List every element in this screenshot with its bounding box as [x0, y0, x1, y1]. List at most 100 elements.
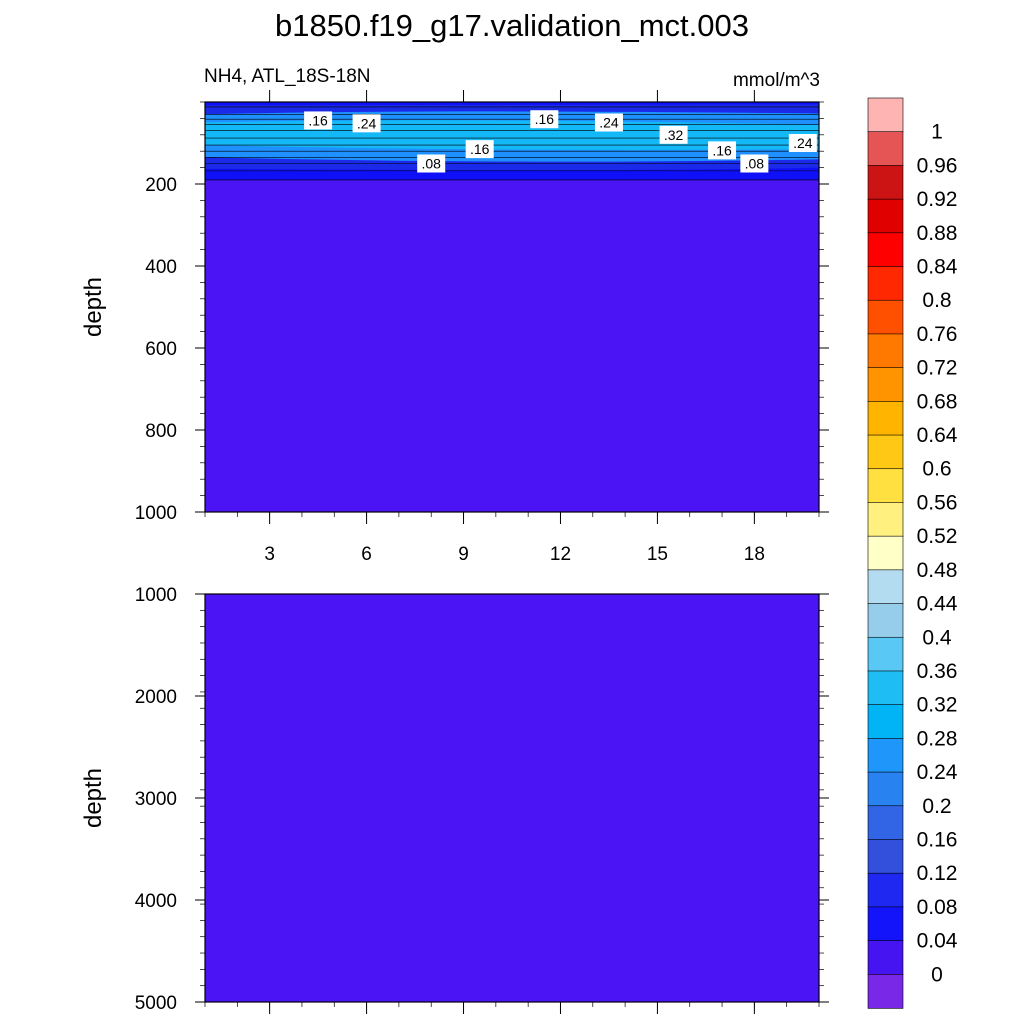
colorbar-label: 0.6	[922, 458, 951, 481]
x-tick-label: 12	[550, 544, 571, 565]
y-tick-label: 800	[145, 421, 177, 442]
contour-label-box	[530, 110, 559, 129]
contour-label: .16	[712, 142, 732, 158]
colorbar-swatch	[867, 603, 904, 638]
contour-label: .24	[357, 115, 377, 131]
x-tick-label: 9	[458, 544, 469, 565]
contour-line	[204, 162, 820, 165]
contour-line	[204, 170, 820, 172]
colorbar-label: 0.92	[917, 188, 958, 211]
lower-panel: 1000 2000 3000 4000 5000 depth	[80, 585, 829, 1014]
x-tick-label: 6	[361, 544, 372, 565]
y-tick-label: 1000	[135, 503, 177, 524]
colorbar-swatch	[867, 771, 904, 807]
contour-line	[204, 123, 820, 126]
plot-frame	[204, 101, 820, 513]
colorbar-swatch	[867, 704, 904, 740]
subtitle-left: NH4, ATL_18S-18N	[204, 66, 371, 87]
contour-line	[204, 179, 820, 181]
colorbar-label: 0.28	[917, 727, 958, 750]
y-tick-label: 4000	[135, 891, 177, 912]
contour-label-box	[740, 154, 769, 173]
contour-label: .16	[535, 111, 555, 127]
colorbar-swatch	[867, 569, 904, 605]
colorbar: 1 0.96 0.92 0.88 0.84 0.8 0.76 0.72 0.68 0.64 0.6 0…	[867, 97, 958, 1009]
colorbar-swatch	[867, 468, 904, 504]
colorbar-swatch	[867, 367, 904, 403]
colorbar-swatch	[867, 165, 904, 200]
colorbar-swatch	[867, 434, 904, 470]
colorbar-swatch	[867, 670, 904, 706]
y-tick-label: 2000	[135, 687, 177, 708]
colorbar-label: 1	[931, 121, 943, 144]
plot-fill	[205, 594, 819, 1002]
colorbar-label: 0	[931, 963, 943, 986]
colorbar-label: 0.16	[917, 828, 958, 851]
colorbar-label: 0.56	[917, 491, 958, 514]
y-tick-label: 3000	[135, 789, 177, 810]
colorbar-label: 0.32	[917, 694, 958, 717]
contour-label-box	[417, 154, 446, 173]
colorbar-swatch	[867, 266, 904, 301]
contour-label: .24	[599, 115, 619, 131]
contour-label-box	[708, 141, 737, 160]
colorbar-label: 0.64	[917, 424, 958, 447]
colorbar-swatch	[867, 906, 904, 942]
colorbar-label: 0.04	[917, 930, 958, 953]
contour-line	[204, 106, 820, 108]
y-axis-label: depth	[80, 277, 107, 337]
y-tick-label: 200	[145, 175, 177, 196]
colorbar-swatch	[867, 805, 904, 841]
colorbar-label: 0.2	[922, 795, 951, 818]
colorbar-label: 0.68	[917, 390, 958, 413]
contour-label: .24	[793, 135, 813, 151]
contour-label-box	[465, 140, 494, 159]
colorbar-label: 0.8	[922, 289, 951, 312]
contour-label: .16	[470, 141, 490, 157]
colorbar-label: 0.76	[917, 323, 958, 346]
colorbar-label: 0.24	[917, 761, 958, 784]
colorbar-swatch	[867, 97, 904, 133]
contour-label: .08	[421, 156, 441, 172]
upper-panel: .16 .24 .16 .24 .32 .16 .24 .16 .08 .08 200 400 600 8…	[80, 90, 829, 565]
colorbar-swatch	[867, 535, 904, 571]
contour-line	[204, 137, 820, 139]
subtitle-right: mmol/m^3	[733, 70, 820, 91]
colorbar-label: 0.36	[917, 660, 958, 683]
x-tick-label: 15	[647, 544, 668, 565]
colorbar-label: 0.96	[917, 154, 958, 177]
x-tick-label: 3	[264, 544, 275, 565]
y-tick-label: 600	[145, 339, 177, 360]
colorbar-swatch	[867, 839, 904, 874]
colorbar-label: 0.72	[917, 357, 958, 380]
colorbar-label: 0.84	[917, 256, 958, 279]
y-tick-label: 1000	[135, 585, 177, 606]
colorbar-swatch	[867, 872, 904, 908]
colorbar-swatch	[867, 502, 904, 537]
contour-label-box	[788, 134, 817, 152]
colorbar-swatch	[867, 299, 904, 335]
contour-line	[204, 130, 820, 132]
contour-label-box	[304, 111, 333, 130]
contour-label: .16	[308, 112, 328, 128]
colorbar-swatch	[867, 401, 904, 436]
x-tick-label: 18	[744, 544, 765, 565]
colorbar-swatch	[867, 973, 904, 1009]
contour-label: .32	[664, 127, 684, 143]
colorbar-swatch	[867, 198, 904, 234]
colorbar-label: 0.44	[917, 593, 958, 616]
colorbar-label: 0.52	[917, 525, 958, 548]
colorbar-label: 0.48	[917, 559, 958, 582]
y-axis-label: depth	[80, 768, 107, 828]
contour-label: .08	[745, 156, 765, 172]
colorbar-swatch	[867, 232, 904, 268]
colorbar-swatch	[867, 333, 904, 369]
colorbar-swatch	[867, 636, 904, 672]
y-tick-label: 5000	[135, 993, 177, 1014]
colorbar-label: 0.4	[922, 626, 952, 649]
colorbar-swatch	[867, 738, 904, 773]
contour-label-box	[594, 113, 623, 132]
chart-title: b1850.f19_g17.validation_mct.003	[275, 8, 749, 43]
contour-label-box	[659, 125, 688, 144]
